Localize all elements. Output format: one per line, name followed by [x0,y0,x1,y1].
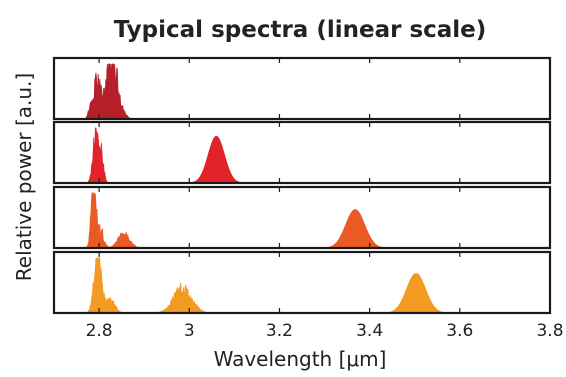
spectrum-panel-2 [52,120,552,185]
panel-frame-2 [52,120,552,185]
spectra-panels [52,56,552,315]
x-tick-label: 3.2 [266,321,293,341]
x-tick-label: 2.8 [86,321,113,341]
x-tick-label: 3.6 [446,321,473,341]
spectrum-series-2 [54,127,550,184]
panel-frame-3 [52,185,552,250]
x-tick-label: 3.8 [536,321,563,341]
spectrum-panel-1 [52,56,552,121]
panel-frame-4 [52,250,552,315]
spectrum-panel-3 [52,185,552,250]
spectrum-series-3 [54,192,550,249]
x-axis-ticks: 2.8 3 3.2 3.4 3.6 3.8 [86,321,564,341]
x-axis-label: Wavelength [μm] [214,347,387,371]
y-axis-label: Relative power [a.u.] [12,73,36,281]
x-tick-label: 3.4 [356,321,383,341]
chart-title: Typical spectra (linear scale) [114,17,487,43]
spectrum-series-1 [54,63,550,120]
panel-frame-1 [52,56,552,121]
spectrum-series-4 [54,257,550,314]
x-tick-label: 3 [184,321,195,341]
spectrum-panel-4 [52,250,552,315]
